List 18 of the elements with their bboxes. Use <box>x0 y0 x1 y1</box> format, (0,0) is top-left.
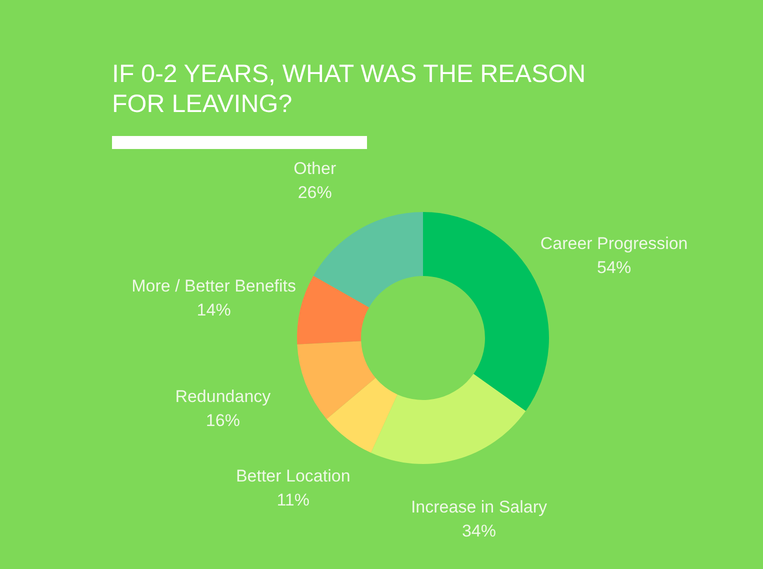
donut-slice <box>297 276 370 344</box>
data-label: 11% <box>276 490 310 510</box>
chart-title: IF 0-2 YEARS, WHAT WAS THE REASON FOR LEAVING? <box>112 60 586 118</box>
slice-label: Other <box>294 159 336 178</box>
data-label: 54% <box>597 258 632 278</box>
donut-slice <box>313 212 423 308</box>
donut-slice <box>326 378 398 453</box>
donut-slice <box>297 341 376 420</box>
data-label: 16% <box>206 410 240 430</box>
slice-label: Better Location <box>236 466 350 486</box>
data-label: 34% <box>462 522 496 541</box>
donut-slice <box>370 374 526 464</box>
slice-label: Redundancy <box>175 386 272 406</box>
slice-label: Career Progression <box>540 234 688 254</box>
data-label: 14% <box>196 300 231 320</box>
slice-label: Increase in Salary <box>410 498 548 517</box>
slice-label: More / Better Benefits <box>132 276 296 296</box>
data-label: 26% <box>298 183 332 202</box>
